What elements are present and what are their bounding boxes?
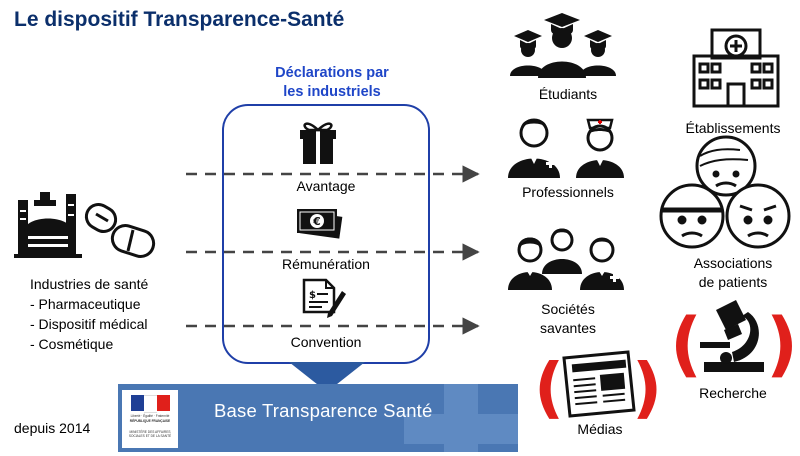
government-logo: Liberté · Égalité · Fraternité RÉPUBLIQU…: [122, 390, 178, 448]
research-bracket-right: ): [766, 303, 798, 385]
hospital-icon: [692, 28, 780, 108]
svg-text:$: $: [309, 290, 316, 301]
graduates-icon: [510, 13, 616, 78]
gift-icon: [300, 122, 336, 164]
declarations-heading-line2: les industriels: [283, 84, 381, 100]
declarations-heading-line1: Déclarations par: [275, 65, 389, 81]
industries-heading: Industries de santé: [30, 276, 149, 292]
newspaper-icon: [562, 350, 636, 418]
label-associations: Associations de patients: [668, 254, 798, 292]
label-associations-line1: Associations: [693, 255, 773, 271]
label-convention: Convention: [290, 334, 362, 350]
label-students: Étudiants: [538, 86, 598, 102]
industries-list: Industries de santé - Pharmaceutique - D…: [30, 274, 148, 354]
label-professionals: Professionnels: [522, 184, 614, 200]
gov-republic: RÉPUBLIQUE FRANÇAISE: [129, 419, 171, 423]
factory-pills-icon: [14, 192, 156, 258]
label-avantage: Avantage: [296, 178, 356, 194]
gov-ministry: MINISTÈRE DES AFFAIRES SOCIALES ET DE LA…: [128, 430, 172, 438]
gov-motto: Liberté · Égalité · Fraternité: [130, 414, 170, 418]
svg-text:€: €: [312, 215, 321, 228]
medical-team-icon: [508, 228, 624, 290]
label-societies: Sociétés savantes: [496, 300, 640, 338]
banner-title: Base Transparence Santé: [214, 400, 433, 421]
label-media: Médias: [577, 421, 623, 437]
label-societies-line1: Sociétés: [541, 301, 595, 317]
industry-item: - Cosmétique: [30, 336, 114, 352]
label-research: Recherche: [699, 385, 767, 401]
label-associations-line2: de patients: [698, 274, 768, 290]
patient-faces-icon: [659, 135, 791, 249]
contract-icon: $: [302, 278, 346, 318]
microscope-icon: [700, 300, 764, 372]
media-bracket-left: (: [534, 349, 564, 426]
banknote-icon: €: [297, 209, 343, 239]
label-societies-line2: savantes: [539, 320, 597, 336]
industry-item: - Dispositif médical: [30, 316, 148, 332]
label-establishments: Établissements: [685, 120, 781, 136]
transparence-banner: Liberté · Égalité · Fraternité RÉPUBLIQU…: [118, 384, 518, 452]
since-date: depuis 2014: [14, 420, 91, 436]
research-bracket-left: (: [670, 303, 702, 385]
industry-item: - Pharmaceutique: [30, 296, 141, 312]
flag-icon: [131, 395, 170, 413]
doctor-nurse-icon: [508, 118, 624, 178]
label-remuneration: Rémunération: [282, 256, 370, 272]
declarations-heading: Déclarations par les industriels: [232, 64, 432, 102]
media-bracket-right: ): [632, 349, 662, 426]
page-title: Le dispositif Transparence-Santé: [14, 8, 345, 31]
banner-cross-decoration: [404, 384, 518, 452]
